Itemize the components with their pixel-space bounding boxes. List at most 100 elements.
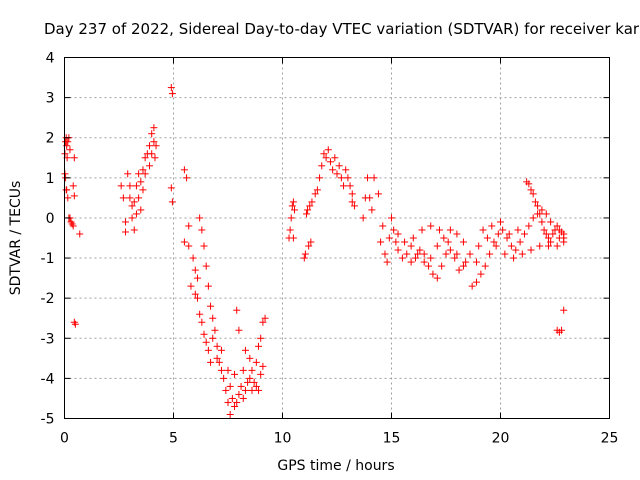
y-tick-label: -2 [41,291,55,307]
data-point [70,154,78,162]
x-axis-label: GPS time / hours [277,458,394,474]
data-point [213,342,221,350]
data-point [394,230,402,238]
data-point [141,154,149,162]
data-point [427,254,435,262]
data-point [499,226,507,234]
data-point [215,358,223,366]
data-point [233,306,241,314]
data-point [407,258,415,266]
data-point [348,198,356,206]
data-point [69,182,77,190]
data-point [132,182,140,190]
y-tick-label: -4 [41,371,55,387]
data-point [350,202,358,210]
data-point [246,354,254,362]
data-point [252,358,260,366]
x-tick-label: 10 [274,431,292,447]
data-point [137,178,145,186]
data-point [359,214,367,222]
data-point [536,242,544,250]
data-point [202,262,210,270]
data-point [259,362,267,370]
data-point [340,182,348,190]
data-point [209,334,217,342]
x-tick-label: 25 [601,431,619,447]
data-point [544,234,552,242]
data-point [231,402,239,410]
x-tick-label: 15 [383,431,401,447]
data-point [525,180,533,188]
data-point [250,378,258,386]
data-point [538,206,546,214]
data-point [468,282,476,290]
data-point [388,214,395,222]
data-point [483,234,491,242]
y-tick-label: 4 [46,51,55,67]
data-point [196,214,204,222]
data-point [139,186,147,194]
data-point [76,230,84,238]
data-point [368,206,376,214]
data-point [326,158,334,166]
data-point [414,250,422,258]
data-point [542,210,550,218]
data-point [211,326,219,334]
data-point [333,170,341,178]
data-point [200,242,208,250]
data-point [416,246,424,254]
data-point [257,370,265,378]
data-point [189,254,197,262]
data-point [252,382,260,390]
data-point [411,254,419,262]
data-point [130,198,138,206]
y-axis-ticks: -5 -4 -3 -2 -1 0 1 2 3 4 [41,51,610,428]
data-point [318,162,326,170]
data-point [401,238,409,246]
data-point [344,174,352,182]
data-point [248,366,256,374]
data-point [237,382,245,390]
data-point [191,290,199,298]
data-point [435,226,443,234]
data-point [374,190,382,198]
data-point [146,142,154,150]
data-point [124,170,132,178]
data-point [479,226,487,234]
data-point [381,250,389,258]
data-point [152,142,160,150]
data-point [488,222,496,230]
data-point [403,250,411,258]
data-point [547,238,555,246]
data-point [241,386,249,394]
data-point [534,202,542,210]
data-point [286,226,294,234]
data-point [185,222,193,230]
data-point [196,310,204,318]
x-axis-ticks: 0 5 10 15 20 25 [60,57,619,447]
data-point [331,154,339,162]
data-point [364,174,372,182]
data-point [348,190,356,198]
data-point [420,250,428,258]
y-tick-label: 3 [46,91,55,107]
data-point [538,218,546,226]
y-tick-label: -3 [41,331,55,347]
data-point [558,326,566,334]
data-point [69,222,77,230]
data-point [446,246,454,254]
data-point [135,170,143,178]
data-point [446,226,454,234]
data-point [151,154,159,162]
data-point [71,320,79,328]
data-point [518,250,526,258]
y-axis-label: SDTVAR / TECUs [8,181,24,296]
data-point [308,198,316,206]
data-point [505,230,513,238]
data-point [549,230,557,238]
data-point [259,318,267,326]
data-point [224,366,232,374]
data-point [409,234,417,242]
data-point [455,266,463,274]
data-point [289,234,297,242]
